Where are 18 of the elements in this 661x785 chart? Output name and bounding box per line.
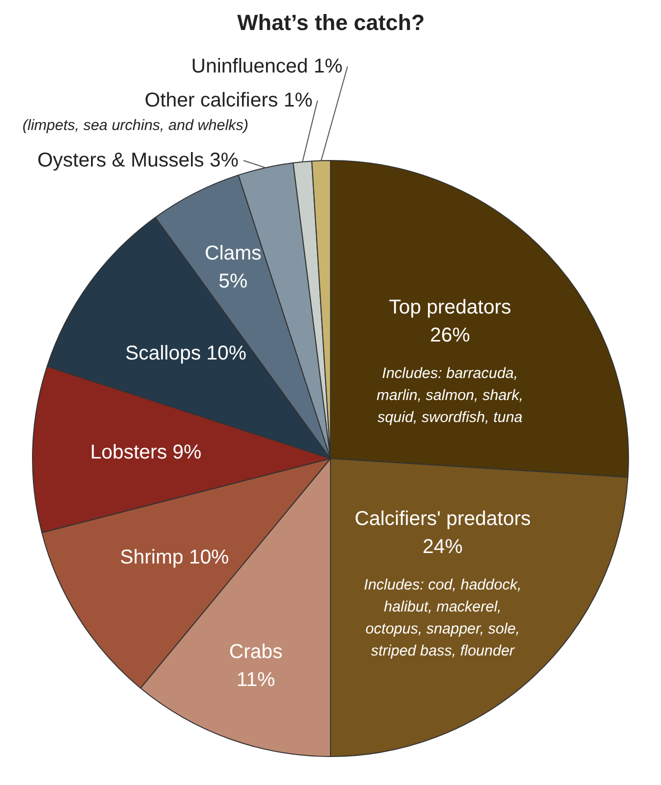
- data-label: 24%: [422, 536, 463, 558]
- slice-label: Uninfluenced 1%: [191, 56, 343, 78]
- data-label: 11%: [236, 668, 276, 691]
- slice-label: Oysters & Mussels 3%: [37, 150, 239, 172]
- slice-label: Shrimp 10%: [120, 546, 230, 568]
- chart-title: What’s the catch?: [237, 10, 425, 35]
- slice-label: Top predators: [388, 296, 512, 318]
- text: Includes: barracuda, marlin, salmon, shark, squid, swordfish, tuna: [376, 364, 524, 426]
- slice-label: Clams: [204, 242, 262, 264]
- text: Includes: cod, haddock, halibut, mackerel, octopus, snapper, sole, striped bass, flounder: [364, 576, 522, 660]
- data-label: 26%: [430, 324, 470, 346]
- slice-label: Other calcifiers 1%: [144, 90, 313, 112]
- data-label: 5%: [218, 270, 248, 292]
- text: (limpets, sea urchins, and whelks): [22, 117, 248, 134]
- slice-label: Scallops 10%: [125, 342, 247, 364]
- slice-label: Calcifiers' predators: [354, 508, 531, 530]
- slice-label: Crabs: [229, 640, 282, 663]
- slice-label: Lobsters 9%: [90, 442, 202, 464]
